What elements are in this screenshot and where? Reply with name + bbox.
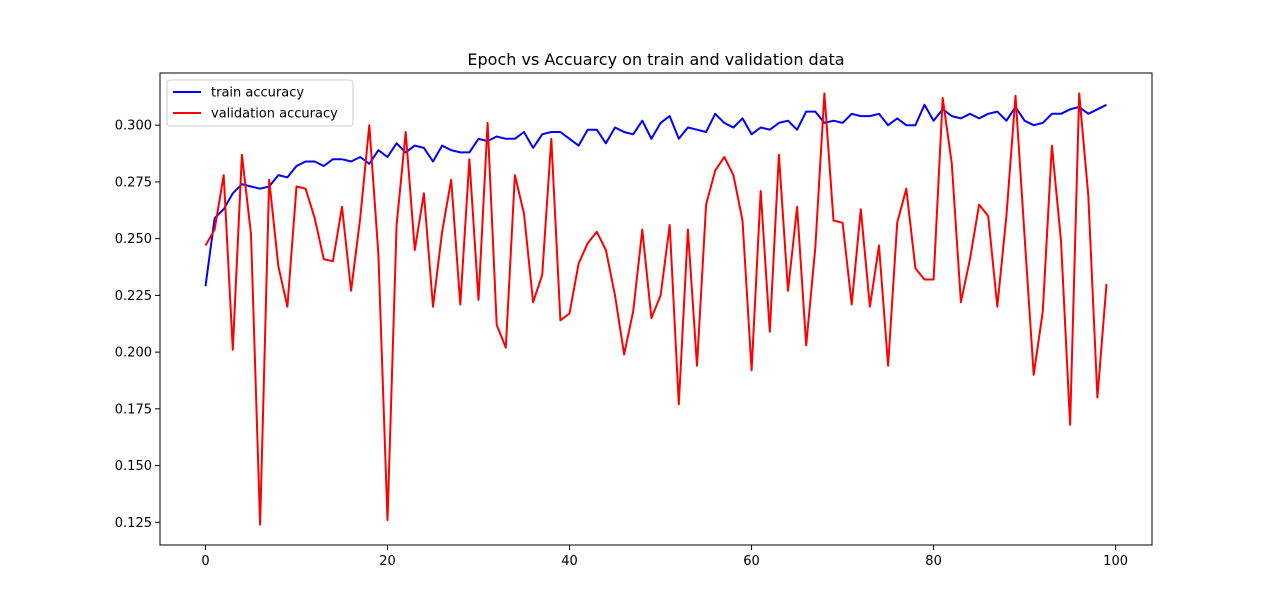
y-tick-label: 0.250 [115, 232, 152, 247]
x-tick-label: 100 [1103, 554, 1128, 569]
chart-title: Epoch vs Accuarcy on train and validatio… [467, 50, 844, 69]
x-tick-label: 0 [201, 554, 209, 569]
legend-label-validation-accuracy: validation accuracy [211, 107, 338, 122]
series-line-validation-accuracy [204, 92, 1108, 526]
y-tick-label: 0.275 [115, 175, 152, 190]
x-axis: 0 20 40 60 80 100 [201, 545, 1128, 569]
legend: train accuracy validation accuracy [166, 79, 354, 127]
x-tick-label: 40 [561, 554, 578, 569]
x-tick-label: 80 [925, 554, 942, 569]
plot-frame [159, 72, 1153, 546]
y-axis: 0.125 0.150 0.175 0.200 0.225 0.250 0.275 0.300 [115, 119, 160, 531]
x-tick-label: 60 [743, 554, 760, 569]
x-tick-label: 20 [379, 554, 396, 569]
series-line-train-accuracy [204, 103, 1107, 287]
series-layer [204, 92, 1108, 526]
legend-box [166, 79, 354, 127]
y-tick-label: 0.150 [115, 459, 152, 474]
y-tick-label: 0.200 [115, 346, 152, 361]
y-tick-label: 0.125 [115, 516, 152, 531]
y-tick-label: 0.300 [115, 119, 152, 134]
y-tick-label: 0.175 [115, 402, 152, 417]
legend-label-train-accuracy: train accuracy [211, 86, 304, 101]
y-tick-label: 0.225 [115, 289, 152, 304]
